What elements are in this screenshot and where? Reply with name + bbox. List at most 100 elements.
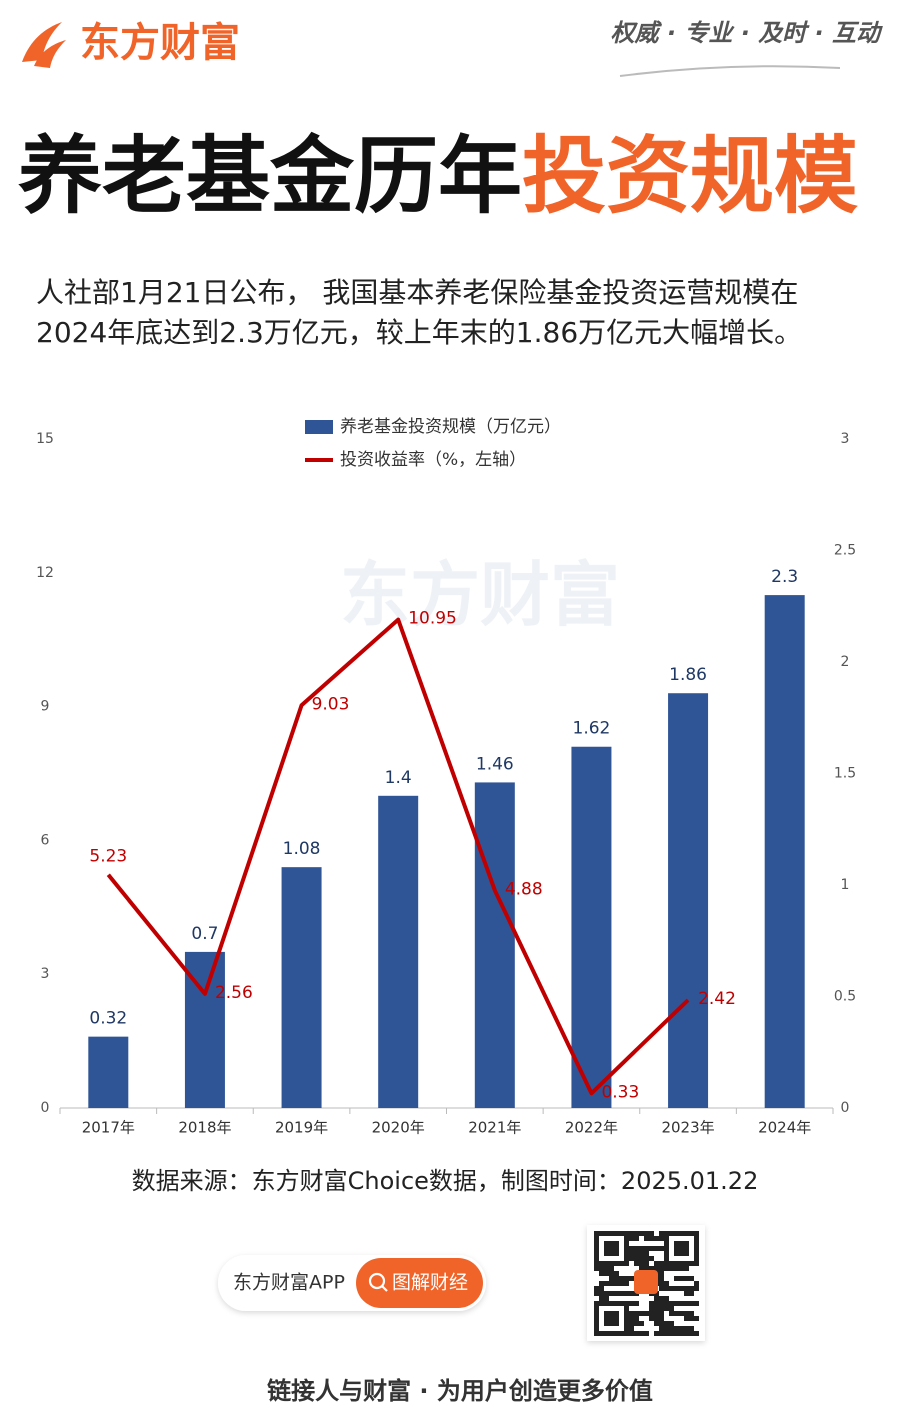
qr-cell bbox=[664, 1321, 669, 1326]
qr-cell bbox=[684, 1261, 689, 1266]
qr-cell bbox=[619, 1301, 624, 1306]
qr-cell bbox=[644, 1236, 649, 1241]
qr-cell bbox=[629, 1231, 634, 1236]
qr-cell bbox=[609, 1261, 614, 1266]
qr-cell bbox=[659, 1301, 664, 1306]
qr-cell bbox=[674, 1231, 679, 1236]
qr-cell bbox=[604, 1241, 609, 1246]
qr-cell bbox=[694, 1286, 699, 1291]
qr-cell bbox=[624, 1241, 629, 1246]
qr-cell bbox=[684, 1276, 689, 1281]
qr-cell bbox=[684, 1301, 689, 1306]
qr-cell bbox=[659, 1281, 664, 1286]
bar bbox=[668, 693, 709, 1108]
qr-cell bbox=[654, 1246, 659, 1251]
qr-cell bbox=[689, 1316, 694, 1321]
qr-cell bbox=[674, 1286, 679, 1291]
qr-cell bbox=[634, 1251, 639, 1256]
qr-cell bbox=[594, 1326, 599, 1331]
qr-cell bbox=[609, 1266, 614, 1271]
qr-cell bbox=[674, 1251, 679, 1256]
line-value-label: 0.33 bbox=[601, 1082, 639, 1102]
qr-cell bbox=[674, 1276, 679, 1281]
qr-cell bbox=[609, 1316, 614, 1321]
qr-cell bbox=[644, 1261, 649, 1266]
bar-value-label: 2.3 bbox=[771, 567, 798, 587]
tagline: 链接人与财富 · 为用户创造更多价值 bbox=[267, 1377, 653, 1405]
qr-cell bbox=[624, 1261, 629, 1266]
qr-cell bbox=[689, 1291, 694, 1296]
qr-cell bbox=[594, 1331, 599, 1336]
qr-cell bbox=[634, 1316, 639, 1321]
bar bbox=[764, 595, 805, 1108]
qr-cell bbox=[659, 1311, 664, 1316]
qr-logo bbox=[634, 1270, 658, 1294]
title-part: 养老基金历年 bbox=[18, 127, 522, 225]
qr-cell bbox=[659, 1231, 664, 1236]
qr-cell bbox=[604, 1251, 609, 1256]
qr-cell bbox=[674, 1266, 679, 1271]
qr-cell bbox=[609, 1271, 614, 1276]
intro-line: 人社部1月21日公布， 我国基本养老保险基金投资运营规模在 bbox=[36, 276, 798, 309]
qr-cell bbox=[679, 1286, 684, 1291]
search-icon bbox=[368, 1272, 386, 1290]
bar bbox=[88, 1036, 129, 1108]
qr-cell bbox=[664, 1231, 669, 1236]
qr-cell bbox=[654, 1301, 659, 1306]
qr-cell bbox=[669, 1331, 674, 1336]
qr-cell bbox=[594, 1286, 599, 1291]
qr-cell bbox=[609, 1311, 614, 1316]
qr-cell bbox=[599, 1286, 604, 1291]
bar-value-label: 1.86 bbox=[669, 665, 707, 685]
qr-cell bbox=[654, 1291, 659, 1296]
qr-cell bbox=[594, 1311, 599, 1316]
qr-cell bbox=[694, 1241, 699, 1246]
qr-cell bbox=[639, 1246, 644, 1251]
qr-cell bbox=[594, 1306, 599, 1311]
intro-line: 2024年底达到2.3万亿元，较上年末的1.86万亿元大幅增长。 bbox=[36, 316, 802, 349]
bar bbox=[378, 795, 419, 1108]
qr-cell bbox=[644, 1266, 649, 1271]
bar bbox=[474, 782, 515, 1108]
qr-cell bbox=[624, 1331, 629, 1336]
qr-cell bbox=[639, 1311, 644, 1316]
qr-cell bbox=[689, 1311, 694, 1316]
qr-cell bbox=[664, 1296, 669, 1301]
y-tick-label: 3 bbox=[41, 966, 50, 982]
qr-cell bbox=[604, 1246, 609, 1251]
search-button[interactable] bbox=[356, 1258, 483, 1308]
qr-cell bbox=[659, 1321, 664, 1326]
y2-tick-label: 1.5 bbox=[834, 766, 856, 782]
qr-cell bbox=[604, 1266, 609, 1271]
qr-cell bbox=[604, 1301, 609, 1306]
qr-cell bbox=[694, 1281, 699, 1286]
qr-cell bbox=[659, 1306, 664, 1311]
line-value-label: 10.95 bbox=[408, 609, 457, 629]
y-tick-label: 12 bbox=[36, 565, 54, 581]
qr-cell bbox=[619, 1281, 624, 1286]
line-value-label: 9.03 bbox=[312, 694, 350, 714]
logo-text: 东方财富 bbox=[80, 20, 240, 66]
qr-cell bbox=[664, 1286, 669, 1291]
qr-cell bbox=[664, 1251, 669, 1256]
qr-cell bbox=[639, 1261, 644, 1266]
qr-cell bbox=[644, 1246, 649, 1251]
qr-cell bbox=[694, 1301, 699, 1306]
qr-cell bbox=[634, 1231, 639, 1236]
qr-cell bbox=[659, 1236, 664, 1241]
qr-cell bbox=[654, 1311, 659, 1316]
qr-cell bbox=[684, 1326, 689, 1331]
line-value-label: 2.56 bbox=[215, 983, 253, 1003]
qr-cell bbox=[614, 1311, 619, 1316]
qr-cell bbox=[609, 1331, 614, 1336]
bar-value-label: 1.4 bbox=[385, 768, 412, 788]
qr-cell bbox=[639, 1251, 644, 1256]
qr-cell bbox=[654, 1261, 659, 1266]
qr-cell bbox=[599, 1271, 604, 1276]
qr-cell bbox=[689, 1286, 694, 1291]
qr-cell bbox=[594, 1316, 599, 1321]
qr-cell bbox=[694, 1231, 699, 1236]
qr-cell bbox=[629, 1236, 634, 1241]
qr-cell bbox=[599, 1331, 604, 1336]
